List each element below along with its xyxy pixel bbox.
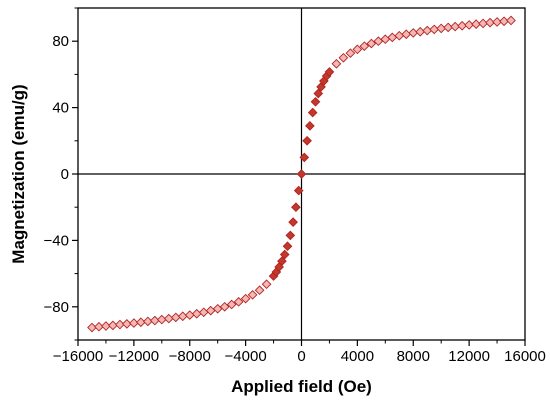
- data-point: [485, 17, 495, 28]
- data-point: [254, 285, 265, 296]
- data-point: [240, 293, 251, 304]
- data-point: [247, 290, 258, 300]
- y-tick-label: −80: [44, 299, 69, 316]
- data-point: [299, 152, 310, 163]
- data-point: [101, 321, 111, 331]
- data-point: [115, 319, 125, 330]
- data-point: [94, 321, 104, 332]
- data-point: [136, 317, 146, 328]
- data-point: [436, 23, 447, 34]
- x-tick-label: 12000: [448, 348, 490, 365]
- data-point: [108, 320, 118, 331]
- x-tick-label: −4000: [225, 348, 267, 365]
- data-point: [205, 305, 216, 316]
- data-point: [143, 316, 153, 327]
- data-point: [87, 322, 97, 333]
- data-point: [457, 20, 467, 31]
- data-point: [478, 18, 488, 29]
- data-point: [291, 202, 301, 213]
- data-point: [492, 17, 502, 27]
- axes: −16000 −12000 −8000 −4000 0 4000 8000 12000 1600…: [44, 7, 546, 365]
- data-point: [471, 19, 481, 29]
- data-points: [87, 15, 516, 333]
- data-point: [366, 38, 377, 49]
- data-point: [305, 121, 315, 131]
- y-tick-label: 0: [61, 166, 69, 183]
- data-point: [345, 48, 356, 58]
- y-tick-label: 40: [52, 100, 69, 117]
- data-point: [422, 25, 433, 36]
- data-point: [226, 299, 237, 310]
- y-axis-title: Magnetization (emu/g): [9, 84, 28, 263]
- data-point: [429, 24, 440, 35]
- x-tick-label: −12000: [109, 348, 159, 365]
- data-point: [233, 296, 244, 307]
- data-point: [307, 107, 318, 118]
- data-point: [296, 169, 307, 179]
- x-tick-label: 0: [297, 348, 305, 365]
- data-point: [285, 230, 296, 241]
- data-point: [338, 52, 349, 63]
- data-point: [359, 41, 370, 52]
- x-axis-title: Applied field (Oe): [231, 377, 372, 396]
- y-tick-label: 80: [52, 33, 69, 50]
- x-tick-label: 4000: [341, 348, 374, 365]
- y-tick-label: −40: [44, 232, 69, 249]
- data-point: [261, 279, 272, 290]
- x-tick-label: −8000: [169, 348, 211, 365]
- data-point: [288, 217, 298, 227]
- data-point: [464, 20, 474, 30]
- data-point: [408, 28, 419, 38]
- data-point: [352, 44, 363, 55]
- data-point: [156, 314, 167, 325]
- data-point: [380, 34, 391, 45]
- data-point: [184, 310, 195, 320]
- data-point: [443, 22, 454, 33]
- data-point: [279, 249, 290, 260]
- data-point: [277, 256, 287, 266]
- data-point: [506, 15, 516, 26]
- data-point: [302, 135, 312, 146]
- data-point: [313, 88, 324, 99]
- data-point: [212, 303, 223, 314]
- data-point: [387, 32, 398, 43]
- data-point: [282, 241, 293, 252]
- data-point: [149, 315, 160, 326]
- data-point: [163, 313, 174, 324]
- data-point: [401, 29, 412, 40]
- data-point: [450, 21, 460, 32]
- data-point: [394, 30, 405, 41]
- data-point: [129, 318, 139, 328]
- data-point: [122, 319, 132, 329]
- data-point: [499, 16, 509, 27]
- data-point: [198, 307, 209, 318]
- data-point: [293, 185, 304, 196]
- x-tick-label: 8000: [397, 348, 430, 365]
- data-point: [177, 311, 188, 322]
- data-point: [219, 301, 230, 312]
- x-tick-label: 16000: [504, 348, 546, 365]
- data-point: [310, 96, 321, 107]
- data-point: [331, 58, 342, 69]
- data-point: [415, 26, 426, 37]
- data-point: [324, 67, 335, 77]
- x-tick-label: −16000: [53, 348, 103, 365]
- data-point: [191, 308, 202, 319]
- data-point: [170, 312, 181, 323]
